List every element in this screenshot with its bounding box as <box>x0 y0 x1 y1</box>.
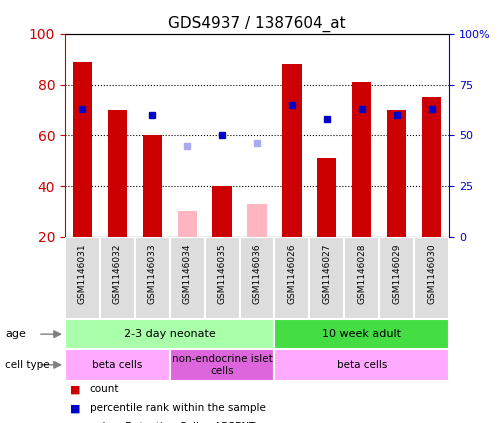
Text: ■: ■ <box>70 422 80 423</box>
Bar <box>143 135 162 237</box>
Bar <box>379 237 414 319</box>
Text: GSM1146026: GSM1146026 <box>287 244 296 304</box>
Bar <box>170 237 205 319</box>
Text: 10 week adult: 10 week adult <box>322 329 401 339</box>
Text: beta cells: beta cells <box>337 360 387 370</box>
Text: GSM1146028: GSM1146028 <box>357 244 366 304</box>
Bar <box>108 110 127 237</box>
Text: GSM1146031: GSM1146031 <box>78 244 87 304</box>
Bar <box>205 237 240 319</box>
Text: non-endocrine islet
cells: non-endocrine islet cells <box>172 354 272 376</box>
Text: count: count <box>90 384 119 394</box>
Text: GSM1146034: GSM1146034 <box>183 244 192 304</box>
Bar <box>65 237 100 319</box>
Bar <box>274 237 309 319</box>
Bar <box>240 237 274 319</box>
Text: beta cells: beta cells <box>92 360 142 370</box>
Text: 2-3 day neonate: 2-3 day neonate <box>124 329 216 339</box>
Bar <box>422 97 441 237</box>
Bar <box>248 204 266 237</box>
Bar <box>65 319 274 349</box>
Bar <box>344 237 379 319</box>
Bar <box>282 64 301 237</box>
Text: GSM1146036: GSM1146036 <box>252 244 261 304</box>
Text: GSM1146033: GSM1146033 <box>148 244 157 304</box>
Text: ■: ■ <box>70 384 80 394</box>
Text: age: age <box>5 329 26 339</box>
Text: GSM1146032: GSM1146032 <box>113 244 122 304</box>
Bar <box>213 186 232 237</box>
Bar <box>100 237 135 319</box>
Bar <box>65 349 170 381</box>
Bar <box>352 82 371 237</box>
Title: GDS4937 / 1387604_at: GDS4937 / 1387604_at <box>168 16 346 33</box>
Text: percentile rank within the sample: percentile rank within the sample <box>90 403 265 413</box>
Text: GSM1146030: GSM1146030 <box>427 244 436 304</box>
Text: ■: ■ <box>70 403 80 413</box>
Text: GSM1146029: GSM1146029 <box>392 244 401 304</box>
Text: GSM1146035: GSM1146035 <box>218 244 227 304</box>
Bar <box>414 237 449 319</box>
Bar <box>309 237 344 319</box>
Bar <box>73 62 92 237</box>
Text: GSM1146027: GSM1146027 <box>322 244 331 304</box>
Bar <box>387 110 406 237</box>
Text: cell type: cell type <box>5 360 49 370</box>
Bar <box>178 212 197 237</box>
Bar <box>170 349 274 381</box>
Bar <box>274 349 449 381</box>
Bar <box>274 319 449 349</box>
Bar <box>135 237 170 319</box>
Bar <box>317 158 336 237</box>
Text: value, Detection Call = ABSENT: value, Detection Call = ABSENT <box>90 422 255 423</box>
